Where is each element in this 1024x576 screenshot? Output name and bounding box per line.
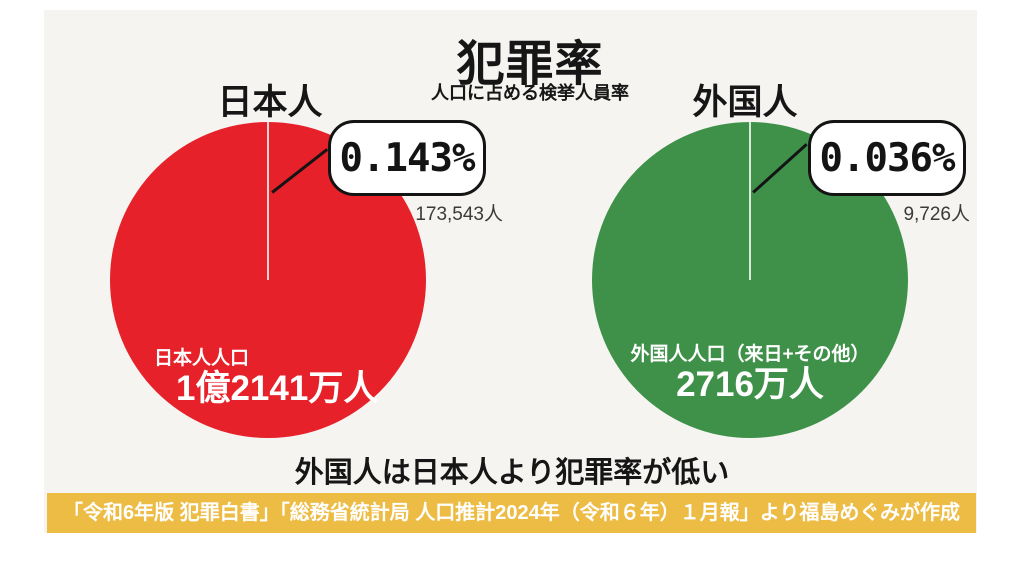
foreigner-group-label: 外国人 xyxy=(692,83,798,122)
rate-callout-foreigner: 0.036% xyxy=(808,120,966,196)
arrested-count-foreigner: 9,726人 xyxy=(903,204,970,225)
japanese-group-label: 日本人 xyxy=(217,83,323,122)
arrested-count-japanese: 173,543人 xyxy=(415,204,503,225)
population-title-japanese: 日本人人口 xyxy=(154,348,250,369)
pie-slice-divider-foreigner xyxy=(749,122,751,280)
source-attribution-bar: 「令和6年版 犯罪白書」「総務省統計局 人口推計2024年（令和６年）１月報」よ… xyxy=(47,493,976,533)
population-label-japanese: 日本人人口 1億2141万人 xyxy=(154,348,378,408)
population-label-foreigner: 外国人人口（来日+その他） 2716万人 xyxy=(592,344,908,404)
population-value-foreigner: 2716万人 xyxy=(676,364,824,404)
pie-slice-divider-japanese xyxy=(267,122,269,280)
conclusion-text: 外国人は日本人より犯罪率が低い xyxy=(294,457,730,489)
page-subtitle: 人口に占める検挙人員率 xyxy=(431,83,629,103)
population-value-japanese: 1億2141万人 xyxy=(176,368,379,408)
rate-callout-japanese: 0.143% xyxy=(328,120,486,196)
population-title-foreigner: 外国人人口（来日+その他） xyxy=(630,344,870,365)
page-title: 犯罪率 xyxy=(456,38,604,91)
